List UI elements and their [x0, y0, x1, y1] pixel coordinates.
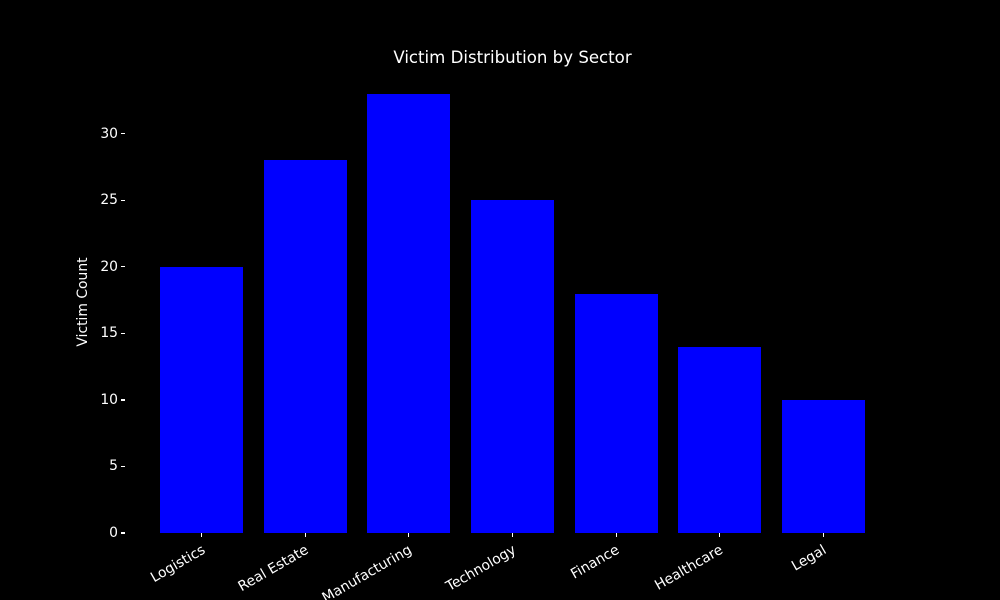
y-tick-label: 15 [100, 325, 118, 342]
y-tick-label: 20 [100, 258, 118, 275]
y-tick-mark [121, 133, 125, 135]
chart-title: Victim Distribution by Sector [393, 48, 632, 67]
bar-finance [574, 293, 658, 533]
x-tick-mark [408, 533, 410, 537]
x-tick-mark [201, 533, 203, 537]
x-tick-label-real-estate: Real Estate [235, 542, 312, 596]
x-tick-label-technology: Technology [443, 542, 519, 595]
y-tick-mark [121, 266, 125, 268]
bar-legal [781, 399, 865, 533]
bar-technology [471, 200, 554, 533]
bar-healthcare [678, 346, 762, 533]
plot-area: 0 5 10 15 20 25 30 Logistics Real Estate Manufact… [100, 72, 900, 600]
y-tick-mark [121, 465, 125, 468]
bar-logistics [160, 266, 244, 533]
x-tick-label-healthcare: Healthcare [652, 542, 726, 594]
x-tick-label-legal: Legal [789, 542, 830, 575]
x-tick-mark [719, 533, 721, 537]
y-tick-mark [121, 399, 125, 401]
x-tick-label-finance: Finance [568, 542, 623, 583]
y-tick-label: 10 [100, 391, 118, 408]
x-tick-label-manufacturing: Manufacturing [319, 542, 415, 600]
y-tick-label: 30 [100, 125, 118, 142]
y-tick-label: 5 [109, 458, 118, 475]
x-tick-mark [511, 533, 514, 537]
bar-real-estate [263, 160, 347, 533]
bar-manufacturing [367, 93, 451, 533]
y-tick-label: 25 [100, 192, 118, 209]
y-tick-label: 0 [109, 525, 118, 541]
y-tick-mark [121, 332, 125, 335]
y-tick-mark [121, 199, 125, 201]
x-tick-mark [304, 533, 306, 537]
x-tick-mark [822, 533, 824, 537]
x-tick-mark [615, 533, 617, 537]
y-tick-mark [121, 532, 125, 534]
x-tick-label-logistics: Logistics [147, 542, 208, 586]
